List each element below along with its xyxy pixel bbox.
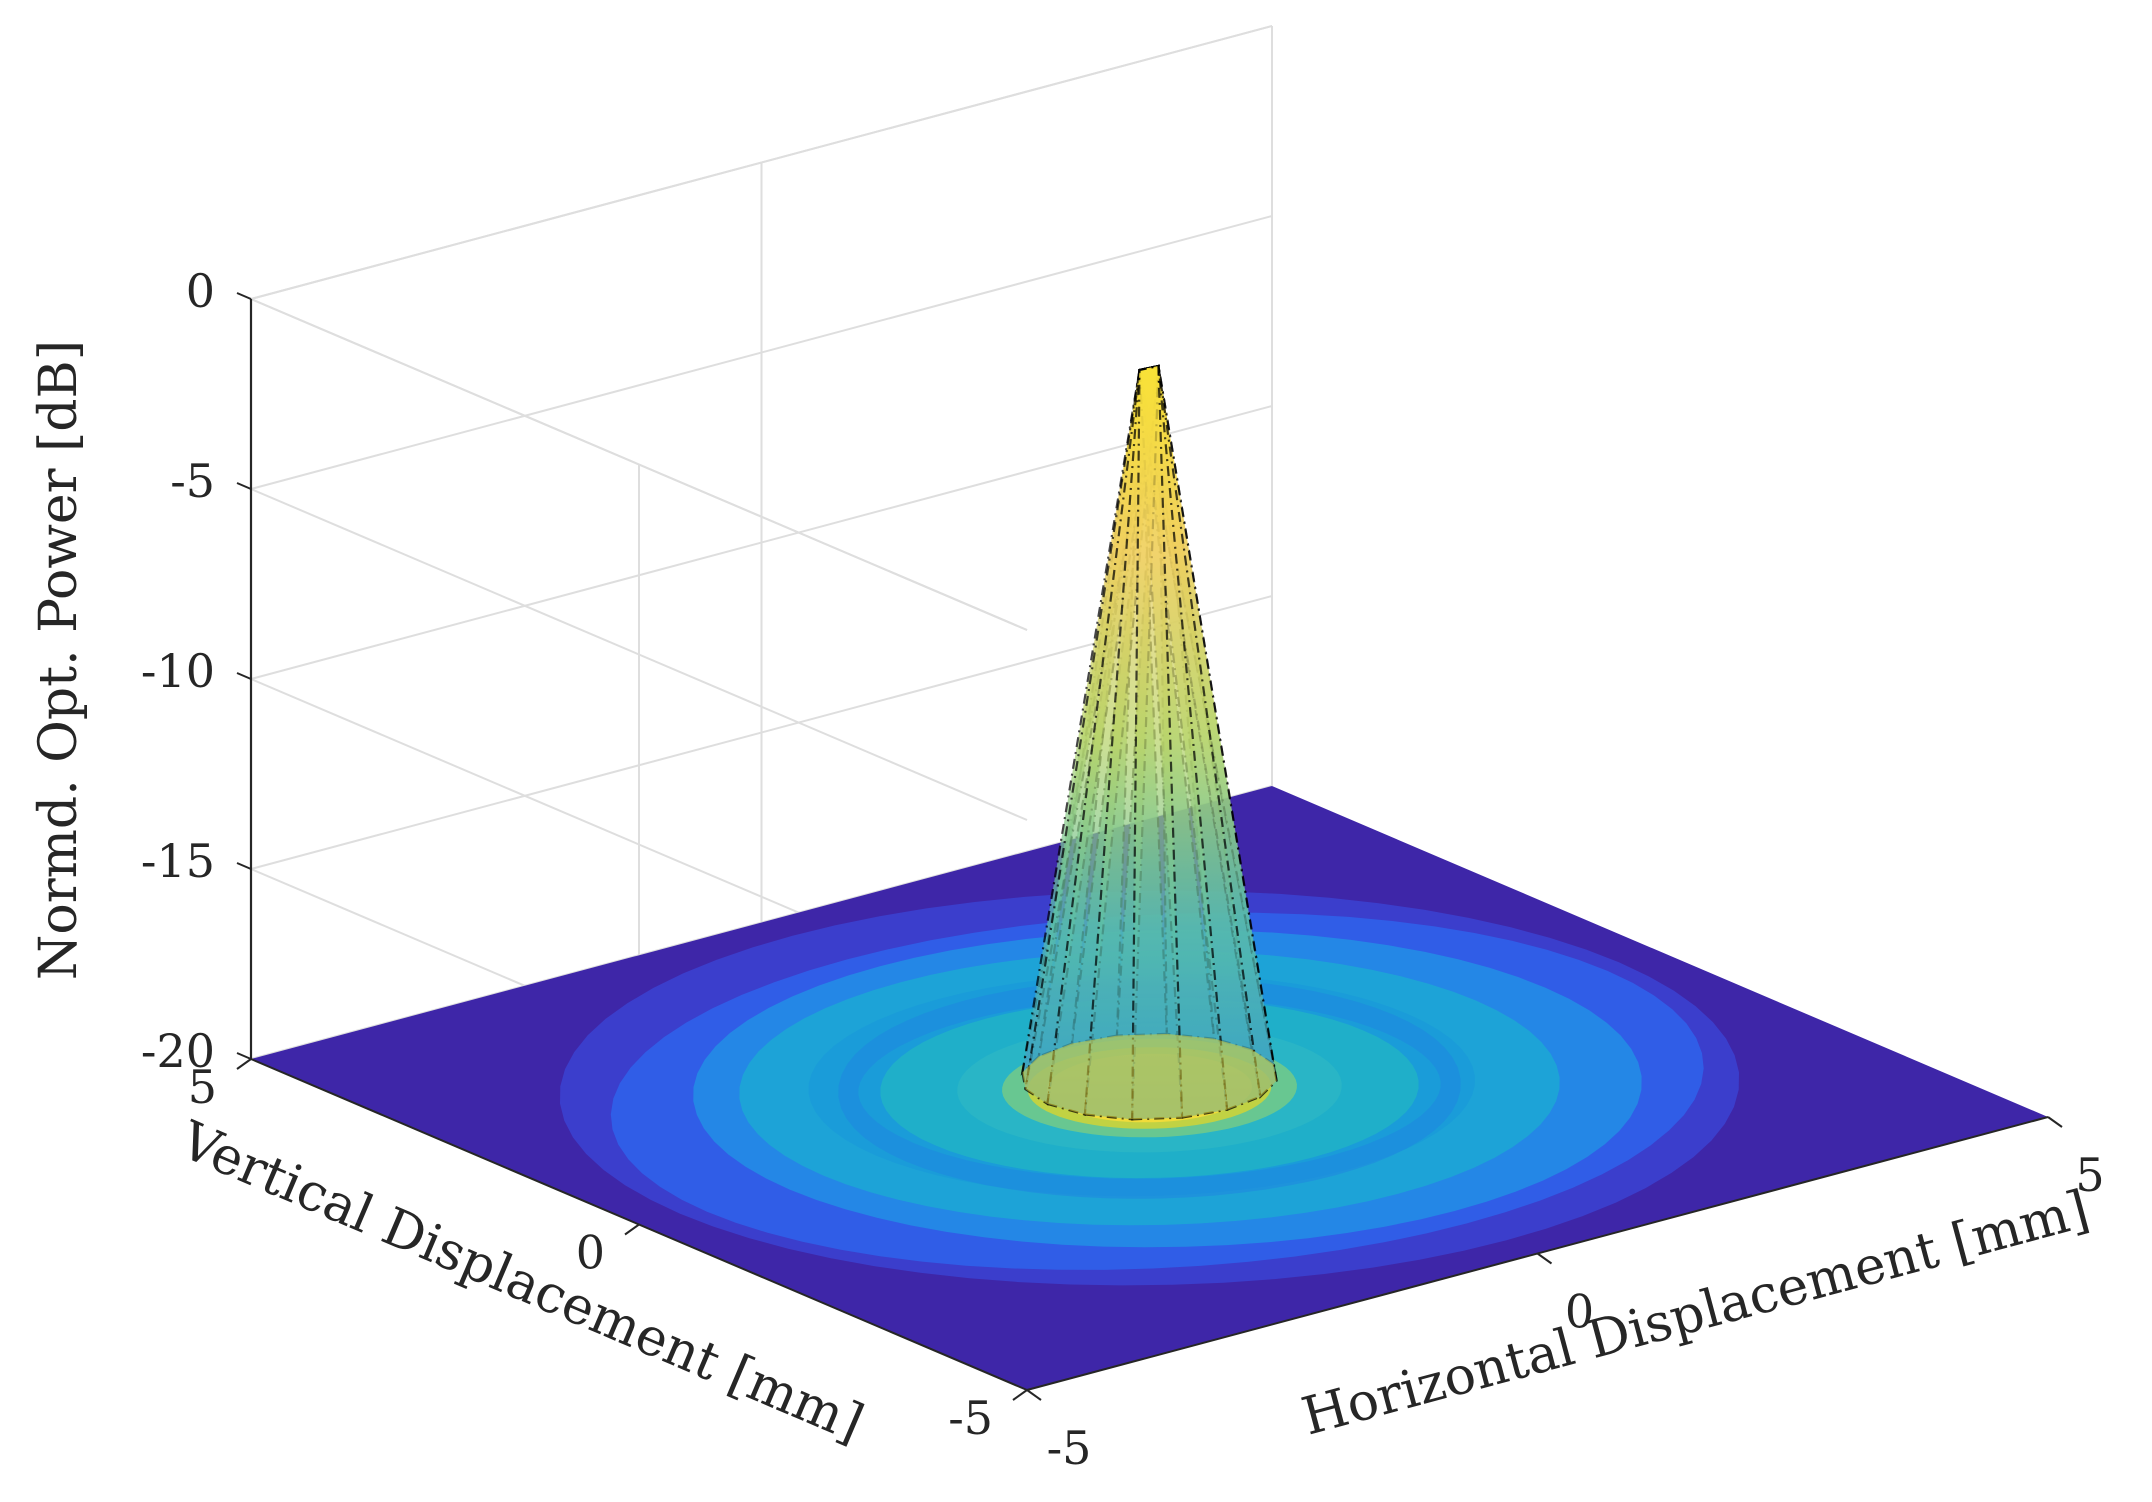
z-tick-label: -15 [141,834,215,888]
y-tick-label: 0 [576,1226,605,1280]
surface-peak [1020,364,1278,1121]
x-tick [2047,1116,2063,1128]
y-tick-label: 5 [188,1060,217,1114]
z-tick-label: -20 [141,1024,215,1078]
z-tick [236,1052,252,1060]
z-tick-label: -5 [170,454,215,508]
z-axis-label: Normd. Opt. Power [dB] [29,340,89,980]
y-tick-label: -5 [948,1391,993,1445]
y-tick [1012,1389,1028,1401]
z-tick [236,862,252,870]
x-tick-label: 5 [2075,1148,2104,1202]
y-tick [624,1223,640,1236]
z-tick-label: 0 [186,264,215,318]
z-tick [236,672,252,680]
z-tick [236,482,252,490]
z-tick-label: -10 [141,644,215,698]
z-tick [236,292,252,300]
x-tick [1026,1389,1042,1401]
x-tick-label: 0 [1565,1285,1594,1339]
x-tick [1536,1252,1553,1265]
y-tick [236,1058,252,1070]
axes [236,292,2063,1401]
peak-base [1022,1033,1277,1120]
peak-facet [1131,364,1184,1121]
x-tick-label: -5 [1047,1421,1092,1475]
